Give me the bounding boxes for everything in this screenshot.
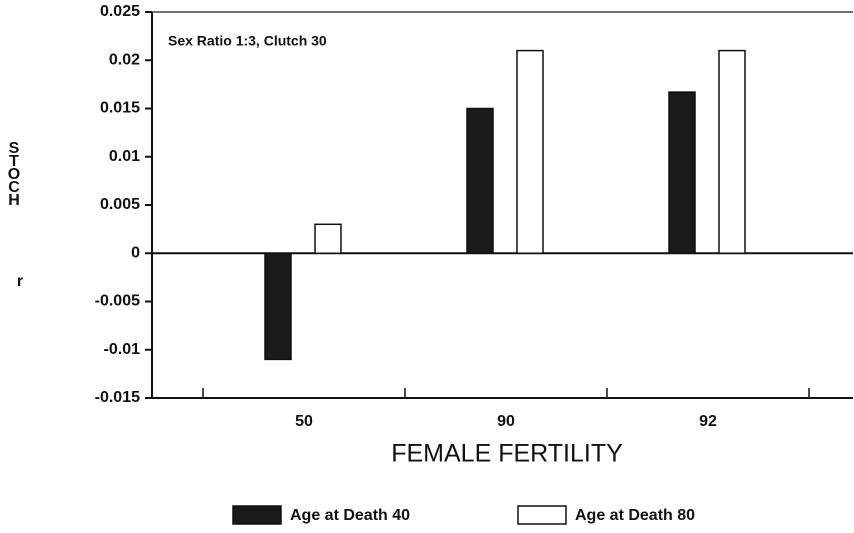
- bar: [264, 252, 292, 361]
- x-axis-label: FEMALE FERTILITY: [391, 440, 623, 468]
- x-tick-label: 50: [295, 413, 313, 430]
- legend-swatch: [517, 505, 567, 525]
- bar: [314, 223, 342, 255]
- legend-swatch: [232, 505, 282, 525]
- y-tick-label: 0: [131, 244, 140, 261]
- y-tick-label: 0.01: [109, 148, 140, 165]
- y-tick-label: 0.025: [100, 3, 140, 20]
- y-axis-symbol: r: [17, 273, 23, 290]
- y-tick-label: -0.015: [95, 389, 140, 406]
- y-tick-label: 0.02: [109, 51, 140, 68]
- bar: [466, 107, 494, 254]
- x-tick-label: 92: [699, 413, 717, 430]
- y-tick-label: -0.01: [104, 341, 141, 358]
- bar: [718, 49, 746, 254]
- bar: [668, 91, 696, 254]
- x-tick-label: 90: [497, 413, 515, 430]
- legend-label: Age at Death 80: [575, 507, 695, 524]
- annotation: Sex Ratio 1:3, Clutch 30: [168, 33, 327, 49]
- bar: [516, 49, 544, 254]
- y-tick-label: 0.015: [100, 100, 140, 117]
- legend-label: Age at Death 40: [290, 507, 410, 524]
- y-axis-label: STOCH: [6, 140, 23, 205]
- y-tick-label: -0.005: [95, 293, 140, 310]
- y-tick-label: 0.005: [100, 196, 140, 213]
